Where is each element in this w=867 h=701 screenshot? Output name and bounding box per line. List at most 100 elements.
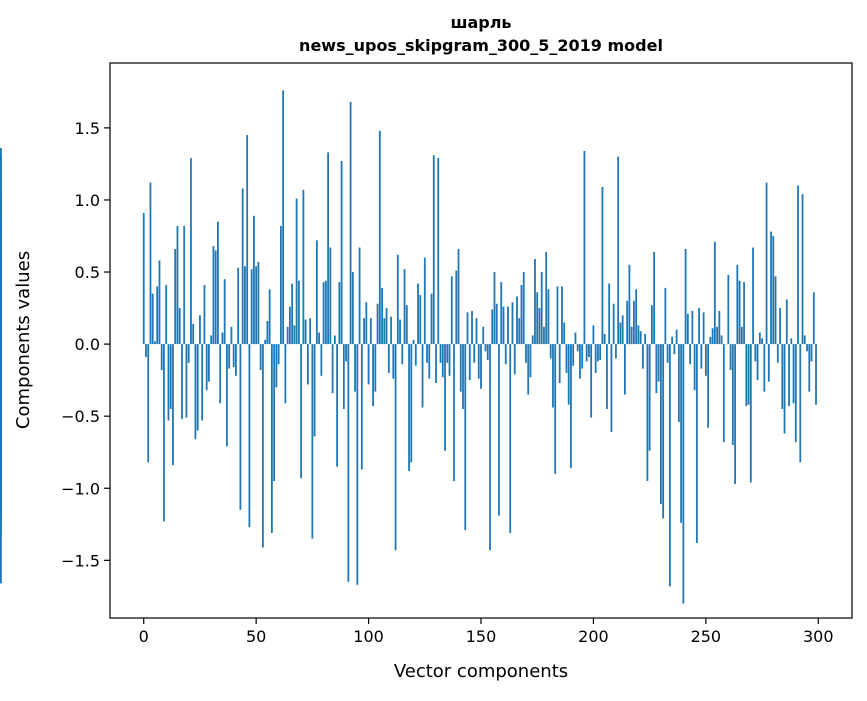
bar-132 bbox=[440, 344, 442, 363]
bar-66 bbox=[291, 284, 293, 345]
x-tick-label: 300 bbox=[803, 627, 834, 646]
bar-160 bbox=[503, 307, 505, 344]
bar-219 bbox=[635, 289, 637, 344]
bar-17 bbox=[181, 344, 183, 419]
bar-144 bbox=[467, 312, 469, 344]
bar-123 bbox=[419, 295, 421, 344]
bar-179 bbox=[545, 252, 547, 344]
bar-89 bbox=[343, 344, 345, 409]
bar-231 bbox=[662, 344, 664, 518]
bar-190 bbox=[570, 344, 572, 468]
bar-29 bbox=[208, 344, 210, 381]
bar-39 bbox=[231, 327, 233, 344]
y-tick-label: −1.0 bbox=[61, 479, 100, 498]
bar-188 bbox=[566, 344, 568, 373]
bar-131 bbox=[437, 158, 439, 344]
bar-258 bbox=[723, 344, 725, 442]
bar-151 bbox=[482, 327, 484, 344]
bar-212 bbox=[620, 322, 622, 344]
bar-115 bbox=[401, 344, 403, 364]
bar-287 bbox=[788, 344, 790, 406]
bar-225 bbox=[649, 344, 651, 451]
bar-140 bbox=[458, 249, 460, 344]
bar-207 bbox=[608, 284, 610, 345]
bar-74 bbox=[309, 318, 311, 344]
bar-248 bbox=[700, 344, 702, 369]
bar-40 bbox=[233, 344, 235, 367]
bar-146 bbox=[471, 311, 473, 344]
bar-88 bbox=[341, 161, 343, 344]
chart-title: шарль bbox=[450, 13, 511, 32]
x-axis-label: Vector components bbox=[394, 661, 568, 682]
bar-156 bbox=[494, 272, 496, 344]
bar-288 bbox=[790, 338, 792, 344]
bar-34 bbox=[219, 344, 221, 403]
bar-undefined bbox=[0, 344, 2, 462]
bar-191 bbox=[572, 344, 574, 366]
bar-210 bbox=[615, 344, 617, 358]
bar-84 bbox=[332, 344, 334, 393]
bar-31 bbox=[213, 246, 215, 344]
bar-162 bbox=[507, 307, 509, 344]
bar-205 bbox=[604, 334, 606, 344]
bar-38 bbox=[228, 344, 230, 369]
bar-18 bbox=[183, 226, 185, 344]
bar-143 bbox=[464, 344, 466, 530]
bar-227 bbox=[653, 252, 655, 344]
bar-216 bbox=[629, 265, 631, 344]
bar-184 bbox=[557, 286, 559, 344]
bar-211 bbox=[617, 157, 619, 344]
bar-147 bbox=[473, 344, 475, 363]
bar-70 bbox=[300, 344, 302, 478]
bar-155 bbox=[491, 310, 493, 345]
bar-85 bbox=[334, 335, 336, 344]
bar-244 bbox=[691, 311, 693, 344]
bar-25 bbox=[199, 315, 201, 344]
bar-157 bbox=[496, 304, 498, 344]
bar-194 bbox=[579, 344, 581, 379]
bar-150 bbox=[480, 344, 482, 389]
bar-125 bbox=[424, 258, 426, 344]
bar-296 bbox=[808, 344, 810, 392]
y-tick-label: 1.0 bbox=[75, 191, 100, 210]
bar-56 bbox=[269, 289, 271, 344]
bar-106 bbox=[381, 288, 383, 344]
bar-185 bbox=[559, 344, 561, 383]
bar-242 bbox=[687, 314, 689, 344]
bar-102 bbox=[372, 344, 374, 406]
bar-62 bbox=[282, 90, 284, 344]
bar-44 bbox=[242, 188, 244, 344]
y-axis-label: Components values bbox=[13, 251, 34, 429]
bar-27 bbox=[204, 285, 206, 344]
bar-15 bbox=[177, 226, 179, 344]
y-tick-label: 0.0 bbox=[75, 335, 100, 354]
bar-291 bbox=[797, 186, 799, 345]
bar-165 bbox=[514, 344, 516, 374]
bar-14 bbox=[174, 249, 176, 344]
bar-247 bbox=[698, 308, 700, 344]
bar-286 bbox=[786, 299, 788, 344]
bar-9 bbox=[163, 344, 165, 521]
bar-232 bbox=[664, 288, 666, 344]
bar-60 bbox=[278, 344, 280, 364]
bar-133 bbox=[442, 344, 444, 377]
bar-275 bbox=[761, 338, 763, 344]
bar-238 bbox=[678, 344, 680, 422]
bar-284 bbox=[781, 344, 783, 409]
bar-43 bbox=[240, 344, 242, 510]
bar-41 bbox=[235, 344, 237, 376]
bar-298 bbox=[813, 292, 815, 344]
bar-272 bbox=[754, 344, 756, 361]
x-tick-label: 200 bbox=[578, 627, 609, 646]
bar-100 bbox=[368, 344, 370, 384]
bar-220 bbox=[637, 325, 639, 344]
bar-299 bbox=[815, 344, 817, 405]
bar-169 bbox=[523, 272, 525, 344]
bar-278 bbox=[768, 344, 770, 381]
bar-197 bbox=[586, 344, 588, 361]
bar-153 bbox=[487, 344, 489, 360]
bar-98 bbox=[363, 318, 365, 344]
bar-148 bbox=[476, 318, 478, 344]
